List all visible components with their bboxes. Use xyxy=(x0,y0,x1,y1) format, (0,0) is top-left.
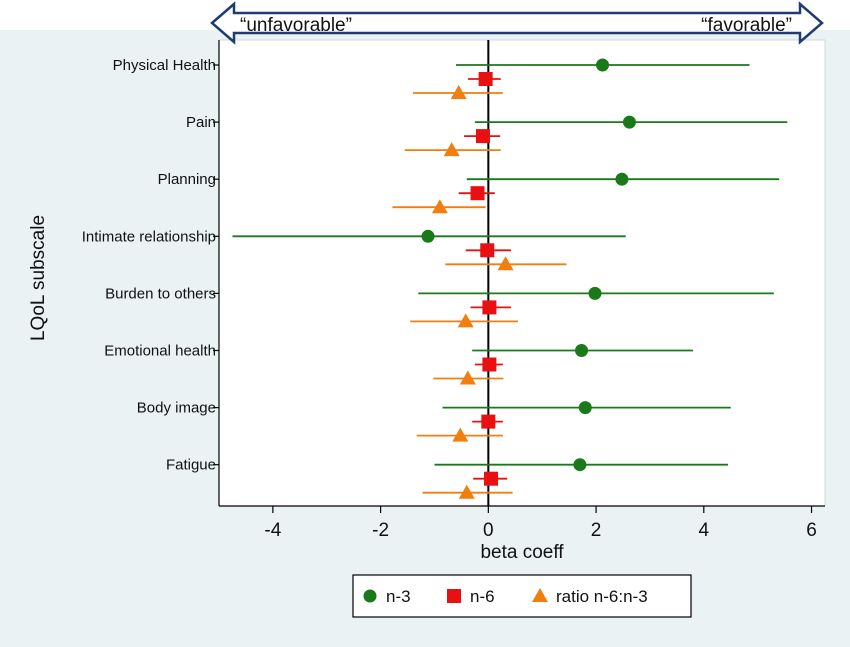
category-label: Body image xyxy=(137,400,216,417)
legend-marker-square xyxy=(447,589,461,603)
category-label: Fatigue xyxy=(166,457,216,474)
category-label: Physical Health xyxy=(113,57,216,74)
x-axis-title: beta coeff xyxy=(480,542,564,563)
x-tick-label: -2 xyxy=(372,520,389,541)
x-tick-label: 6 xyxy=(806,520,817,541)
point-estimate-circle xyxy=(573,458,587,472)
point-estimate-square xyxy=(484,471,499,486)
point-estimate-triangle xyxy=(450,85,467,99)
point-estimate-square xyxy=(475,129,490,144)
x-tick-label: 2 xyxy=(591,520,602,541)
category-label: Burden to others xyxy=(105,285,216,302)
category-label: Pain xyxy=(186,114,216,131)
legend-marker-circle xyxy=(363,589,377,603)
point-estimate-circle xyxy=(575,344,589,357)
legend-label: n-3 xyxy=(386,587,411,606)
x-tick-label: -4 xyxy=(264,520,281,541)
x-tick-label: 4 xyxy=(699,520,710,541)
category-label: Planning xyxy=(158,171,216,188)
x-tick-label: 0 xyxy=(483,520,494,541)
legend-box xyxy=(352,574,692,618)
legend-label: ratio n-6:n-3 xyxy=(556,587,648,606)
point-estimate-square xyxy=(478,72,493,86)
category-label: Intimate relationship xyxy=(82,228,216,245)
point-estimate-triangle xyxy=(452,427,469,442)
point-estimate-circle xyxy=(588,286,602,300)
point-estimate-triangle xyxy=(443,142,460,157)
point-estimate-square xyxy=(482,300,497,315)
legend-label: n-6 xyxy=(470,587,495,606)
point-estimate-circle xyxy=(622,115,636,129)
point-estimate-triangle xyxy=(431,199,448,214)
y-axis-title: LQoL subscale xyxy=(28,215,49,341)
point-estimate-circle xyxy=(421,229,435,243)
point-estimate-circle xyxy=(615,172,629,186)
plot-area xyxy=(219,40,825,506)
category-label: Emotional health xyxy=(104,343,216,360)
direction-arrow xyxy=(210,1,824,45)
unfavorable-label: “unfavorable” xyxy=(240,15,352,36)
point-estimate-square xyxy=(480,243,495,258)
point-estimate-circle xyxy=(578,401,592,415)
point-estimate-triangle xyxy=(497,256,514,271)
point-estimate-circle xyxy=(596,58,610,72)
point-estimate-square xyxy=(481,414,496,429)
favorable-label: “favorable” xyxy=(701,15,792,36)
point-estimate-triangle xyxy=(459,370,476,385)
point-estimate-square xyxy=(470,186,485,201)
point-estimate-triangle xyxy=(458,484,475,499)
point-estimate-square xyxy=(482,357,497,372)
point-estimate-triangle xyxy=(457,313,474,328)
legend-marker-triangle xyxy=(532,588,548,602)
